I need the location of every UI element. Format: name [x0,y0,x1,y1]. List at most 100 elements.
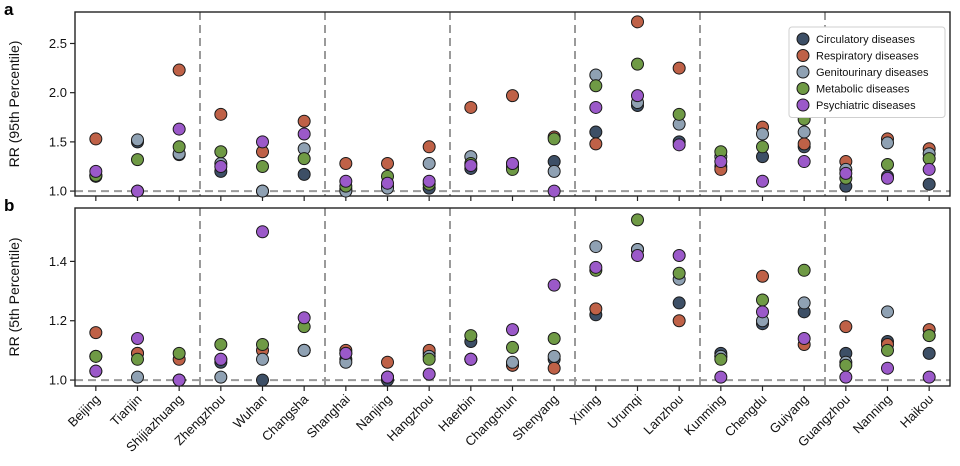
data-point [672,266,686,280]
data-point [214,337,228,351]
x-tick-label: Changsha [259,391,312,444]
data-point [506,89,519,103]
legend-box [788,26,946,118]
x-tick-label: Wuhan [230,392,270,432]
data-point [839,370,853,384]
data-point [506,355,519,369]
data-point [547,164,561,178]
data-point [631,15,644,29]
x-tick-label: Lanzhou [640,392,686,438]
data-point [714,370,728,384]
legend-marker [796,49,810,62]
x-tick-label: Haikou [897,392,936,431]
data-point [756,127,769,141]
data-point [589,68,603,82]
x-tick-label: Beijing [65,392,103,430]
data-point [922,346,936,360]
data-point [297,167,311,181]
data-point [589,260,603,274]
legend-marker [796,82,810,95]
data-point [464,100,478,114]
panel-label: b [4,196,14,215]
y-tick-label: 1.5 [49,134,67,149]
data-point [839,166,853,180]
data-point [297,152,311,166]
panel-label: a [4,0,14,19]
y-tick-label: 1.0 [49,184,67,199]
data-point [214,107,228,121]
x-tick-label: Tianjin [107,392,144,429]
data-point [464,158,478,172]
data-point [547,278,561,292]
data-point [131,352,144,366]
data-point [422,367,436,381]
data-point [89,326,103,340]
y-axis-title: RR (95th Percentile) [6,41,22,168]
data-point [672,248,686,262]
data-point [756,305,769,319]
data-point [172,373,186,387]
data-point [214,370,228,384]
data-point [89,349,103,363]
data-point [256,159,269,173]
data-point [131,133,144,147]
legend-label: Metabolic diseases [816,84,910,96]
x-tick-label: Nanning [850,392,895,437]
data-point [214,352,228,366]
data-point [506,157,519,171]
data-point [297,311,311,325]
data-point [256,337,269,351]
data-point [672,314,686,328]
data-point [214,159,228,173]
y-tick-label: 2.5 [49,36,67,51]
data-point [922,162,936,176]
data-point [464,352,478,366]
data-point [631,57,644,71]
data-point [172,140,186,154]
data-point [672,61,686,75]
legend-label: Psychiatric diseases [816,100,916,112]
data-point [547,184,561,198]
data-point [797,263,811,277]
data-point [256,225,269,239]
data-point [881,171,894,185]
data-point [131,370,144,384]
data-point [256,373,269,387]
data-point [881,361,894,375]
data-point [131,184,144,198]
data-point [547,132,561,146]
data-point [297,114,311,128]
data-point [422,174,436,188]
data-point [589,125,603,139]
data-point [672,138,686,152]
data-point [922,329,936,343]
data-point [339,174,353,188]
data-point [714,155,728,169]
data-point [131,153,144,167]
x-tick-label: Shenyang [509,392,561,444]
data-point [839,320,853,334]
data-point [881,343,894,357]
x-tick-label: Xining [567,392,603,428]
y-tick-label: 1.2 [49,313,67,328]
data-point [839,358,853,372]
data-point [506,340,519,354]
data-point [89,132,103,146]
data-point [881,305,894,319]
data-point [131,332,144,346]
legend-marker [796,65,810,79]
data-point [797,296,811,310]
data-point [547,332,561,346]
data-point [381,157,394,171]
data-point [214,145,228,159]
x-tick-label: Nanjing [353,392,395,434]
data-point [797,125,811,139]
data-point [297,127,311,141]
y-tick-label: 1.4 [49,254,67,269]
data-point [756,293,769,307]
x-tick-label: Urumqi [604,391,644,431]
data-point [506,323,519,337]
data-point [756,140,769,154]
legend-label: Circulatory diseases [816,34,916,46]
